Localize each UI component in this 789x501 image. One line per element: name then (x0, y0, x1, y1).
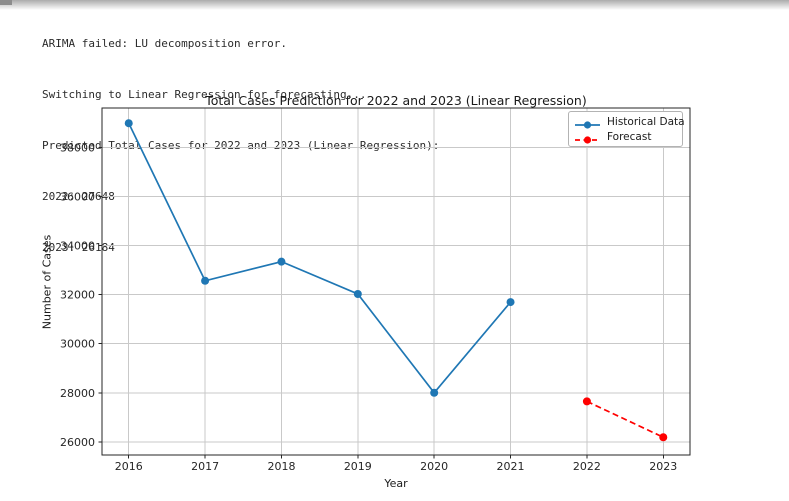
legend-sample-svg (575, 135, 600, 144)
x-tick-label: 2019 (344, 460, 372, 473)
data-point-marker (353, 289, 362, 298)
x-tick-label: 2022 (573, 460, 601, 473)
historical-line-sample-icon (574, 116, 601, 129)
gridlines (102, 108, 690, 455)
console-line: Switching to Linear Regression for forec… (42, 88, 367, 101)
data-point-marker (582, 397, 591, 406)
data-point-marker (506, 298, 515, 307)
window-top-shadow (0, 0, 789, 10)
chart-legend: Historical Data Forecast (568, 111, 685, 147)
data-point-marker (430, 388, 439, 397)
console-line: Predicted Total Cases for 2022 and 2023 … (42, 139, 440, 152)
data-point-marker (277, 257, 286, 266)
forecast-line-sample-icon (574, 131, 601, 144)
y-tick-label: 36000 (60, 191, 95, 204)
x-tick-label: 2016 (115, 460, 143, 473)
x-tick-label: 2017 (191, 460, 219, 473)
y-tick-label: 34000 (60, 240, 95, 253)
y-axis-label: Number of Cases (40, 234, 54, 330)
data-point-marker (124, 119, 133, 128)
x-tick-label: 2021 (497, 460, 525, 473)
x-axis-label: Year (384, 477, 408, 490)
y-tick-label: 38000 (60, 142, 95, 155)
x-tick-label: 2018 (267, 460, 295, 473)
y-tick-label: 32000 (60, 289, 95, 302)
data-point-marker (201, 276, 210, 285)
legend-item-forecast: Forecast (574, 129, 677, 144)
data-point-marker (659, 433, 668, 442)
x-tick-label: 2023 (649, 460, 677, 473)
console-line: 2023: 26184 (42, 241, 115, 254)
ticks (98, 147, 664, 459)
historical-series (124, 119, 515, 397)
console-line: ARIMA failed: LU decomposition error. (42, 37, 288, 50)
console-output: ARIMA failed: LU decomposition error. Sw… (42, 1, 439, 273)
series-line (127, 122, 512, 395)
y-tick-label: 30000 (60, 338, 95, 351)
legend-item-historical: Historical Data (574, 114, 685, 129)
x-tick-label: 2020 (420, 460, 448, 473)
tick-labels: 2016 2017 2018 2019 2020 2021 2022 2023 26000 280… (60, 142, 677, 473)
forecast-series (582, 397, 668, 442)
legend-sample-svg (575, 120, 600, 129)
y-tick-label: 28000 (60, 387, 95, 400)
console-line: 2022: 27648 (42, 190, 115, 203)
legend-label: Historical Data (607, 115, 685, 128)
legend-label: Forecast (607, 130, 652, 143)
chart-title: Total Cases Prediction for 2022 and 2023… (205, 93, 587, 108)
series-line (586, 400, 664, 439)
window-corner-fragment (0, 0, 12, 5)
plot-spines (101, 107, 691, 456)
y-tick-label: 26000 (60, 436, 95, 449)
